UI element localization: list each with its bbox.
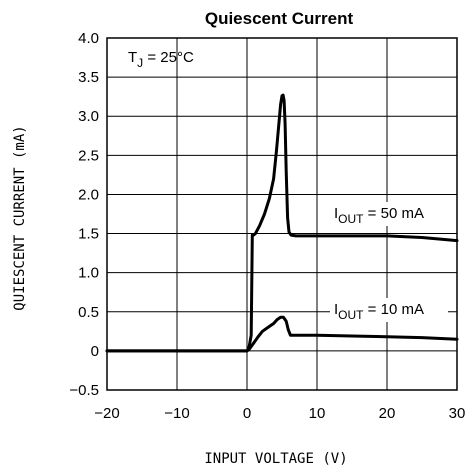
y-tick-label: 1.5	[78, 226, 99, 243]
y-tick-label: 2.0	[78, 186, 99, 203]
chart-title: Quiescent Current	[205, 9, 354, 28]
y-tick-label: −0.5	[69, 382, 99, 399]
y-tick-label: 0.5	[78, 304, 99, 321]
y-tick-label: 0	[91, 343, 99, 360]
y-tick-label: 2.5	[78, 147, 99, 164]
x-tick-labels: −20 −10 0 10 20 30	[94, 405, 465, 422]
x-tick-label: 20	[379, 405, 396, 422]
annotation-iout-50ma: IOUT = 50 mA	[330, 202, 448, 226]
plot-frame	[106, 37, 458, 391]
y-tick-label: 1.0	[78, 265, 99, 282]
annotation-text: TJ = 25°C	[128, 49, 194, 70]
annotation-text: IOUT = 10 mA	[334, 301, 424, 322]
y-tick-label: 4.0	[78, 30, 99, 47]
x-tick-label: −10	[164, 405, 189, 422]
series-group	[105, 93, 459, 353]
y-tick-label: 3.0	[78, 108, 99, 125]
annotation-background	[330, 202, 448, 226]
x-tick-label: 0	[243, 405, 251, 422]
plot-border	[106, 37, 458, 391]
annotation-background	[330, 298, 448, 322]
annotation-iout-10ma: IOUT = 10 mA	[330, 298, 448, 322]
y-tick-labels: −0.5 0 0.5 1.0 1.5 2.0 2.5 3.0 3.5 4.0	[69, 30, 99, 399]
x-tick-label: 30	[449, 405, 466, 422]
annotation-text: IOUT = 50 mA	[334, 205, 424, 226]
series-line-1	[105, 93, 459, 353]
series-line-2	[105, 315, 459, 353]
x-axis-label: INPUT VOLTAGE (V)	[204, 451, 347, 467]
y-axis-label: QUIESCENT CURRENT (mA)	[12, 125, 28, 310]
x-tick-label: −20	[94, 405, 119, 422]
annotation-temperature: TJ = 25°C	[128, 49, 194, 70]
x-tick-label: 10	[309, 405, 326, 422]
y-tick-label: 3.5	[78, 69, 99, 86]
